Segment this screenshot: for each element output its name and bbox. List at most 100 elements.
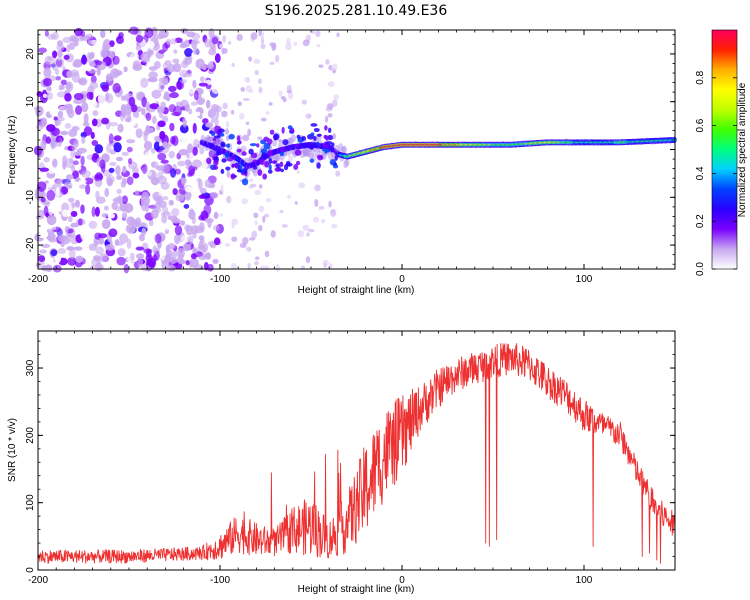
ridge-blob bbox=[225, 166, 231, 171]
noise-blob bbox=[224, 243, 231, 247]
colorbar-label: Normalized spectral amplitude bbox=[737, 82, 748, 217]
noise-blob bbox=[123, 66, 128, 73]
noise-blob bbox=[260, 43, 266, 50]
noise-blob bbox=[239, 112, 245, 120]
noise-blob bbox=[45, 264, 53, 272]
noise-blob bbox=[62, 155, 68, 166]
noise-blob bbox=[152, 115, 157, 125]
ridge-blob bbox=[268, 157, 273, 165]
noise-blob bbox=[84, 177, 94, 185]
noise-blob bbox=[199, 221, 205, 233]
x-tick-label: 100 bbox=[576, 575, 593, 586]
noise-blob bbox=[113, 69, 123, 76]
noise-blob bbox=[111, 182, 122, 187]
noise-blob bbox=[105, 73, 114, 82]
noise-blob bbox=[35, 142, 42, 147]
ridge-halo bbox=[252, 168, 258, 177]
noise-blob bbox=[108, 122, 119, 127]
noise-blob bbox=[126, 139, 136, 144]
noise-blob bbox=[146, 40, 155, 49]
noise-blob bbox=[85, 184, 91, 195]
noise-blob bbox=[110, 28, 119, 40]
noise-blob bbox=[185, 159, 191, 166]
noise-blob bbox=[149, 103, 160, 110]
noise-blob bbox=[184, 103, 190, 112]
noise-blob bbox=[191, 32, 201, 41]
noise-blob bbox=[158, 28, 169, 39]
noise-blob bbox=[57, 110, 64, 119]
noise-blob bbox=[325, 115, 329, 123]
noise-blob bbox=[135, 91, 144, 101]
ridge-blob bbox=[252, 159, 258, 163]
noise-blob bbox=[161, 205, 169, 213]
y-tick-label: 200 bbox=[25, 427, 36, 444]
ridge-blob bbox=[237, 140, 242, 145]
noise-blob bbox=[69, 35, 78, 42]
noise-blob bbox=[212, 258, 219, 264]
noise-blob bbox=[242, 237, 249, 245]
noise-blob bbox=[205, 122, 214, 128]
noise-blob bbox=[98, 233, 108, 239]
colorbar-tick-label: 0.8 bbox=[695, 70, 706, 84]
ridge-blob bbox=[263, 142, 271, 150]
noise-blob bbox=[162, 78, 169, 86]
noise-blob bbox=[91, 258, 100, 267]
ridge-blob bbox=[325, 135, 329, 141]
noise-blob bbox=[323, 263, 327, 268]
noise-blob bbox=[119, 111, 125, 122]
noise-blob bbox=[312, 216, 320, 223]
chart-title: S196.2025.281.10.49.E36 bbox=[265, 3, 448, 19]
noise-blob bbox=[61, 209, 69, 217]
noise-blob bbox=[171, 111, 181, 117]
noise-blob bbox=[208, 27, 215, 39]
noise-blob bbox=[41, 264, 48, 272]
noise-blob bbox=[306, 232, 310, 237]
noise-blob bbox=[258, 28, 262, 37]
noise-blob bbox=[90, 101, 97, 109]
noise-blob bbox=[135, 217, 142, 228]
noise-blob bbox=[55, 57, 65, 69]
noise-blob bbox=[214, 237, 221, 246]
noise-blob bbox=[183, 204, 190, 209]
noise-blob bbox=[57, 49, 63, 58]
noise-blob bbox=[73, 98, 84, 105]
noise-blob bbox=[145, 124, 151, 136]
noise-blob bbox=[231, 63, 235, 67]
ridge-halo bbox=[341, 145, 347, 154]
noise-blob bbox=[121, 151, 129, 156]
noise-blob bbox=[107, 50, 115, 59]
ridge-blob bbox=[316, 133, 322, 137]
ridge-blob bbox=[287, 125, 293, 130]
noise-blob bbox=[43, 205, 49, 216]
noise-blob bbox=[226, 195, 232, 204]
noise-blob bbox=[69, 158, 74, 164]
ridge-blob bbox=[266, 149, 274, 156]
noise-blob bbox=[37, 255, 46, 262]
noise-blob bbox=[80, 204, 85, 214]
noise-blob bbox=[270, 230, 276, 238]
noise-blob bbox=[49, 105, 60, 117]
noise-blob bbox=[129, 26, 139, 35]
noise-blob bbox=[107, 212, 116, 219]
ridge-blob bbox=[230, 173, 236, 180]
noise-blob bbox=[275, 264, 280, 273]
noise-blob bbox=[275, 54, 280, 63]
noise-blob bbox=[204, 38, 211, 48]
snr-series bbox=[37, 343, 676, 564]
noise-blob bbox=[265, 111, 270, 115]
noise-blob bbox=[194, 111, 201, 117]
noise-blob bbox=[44, 55, 53, 65]
noise-blob bbox=[330, 209, 336, 215]
noise-blob bbox=[264, 213, 270, 218]
ridge-blob bbox=[317, 155, 324, 161]
snr-line bbox=[37, 343, 676, 564]
noise-blob bbox=[237, 101, 242, 107]
noise-blob bbox=[128, 157, 133, 165]
noise-blob bbox=[78, 179, 87, 184]
noise-blob bbox=[316, 43, 321, 48]
ridge-blob bbox=[269, 129, 275, 135]
ridge-blob bbox=[332, 133, 336, 140]
noise-blob bbox=[80, 30, 86, 37]
noise-blob bbox=[48, 147, 56, 156]
noise-blob bbox=[52, 158, 58, 168]
